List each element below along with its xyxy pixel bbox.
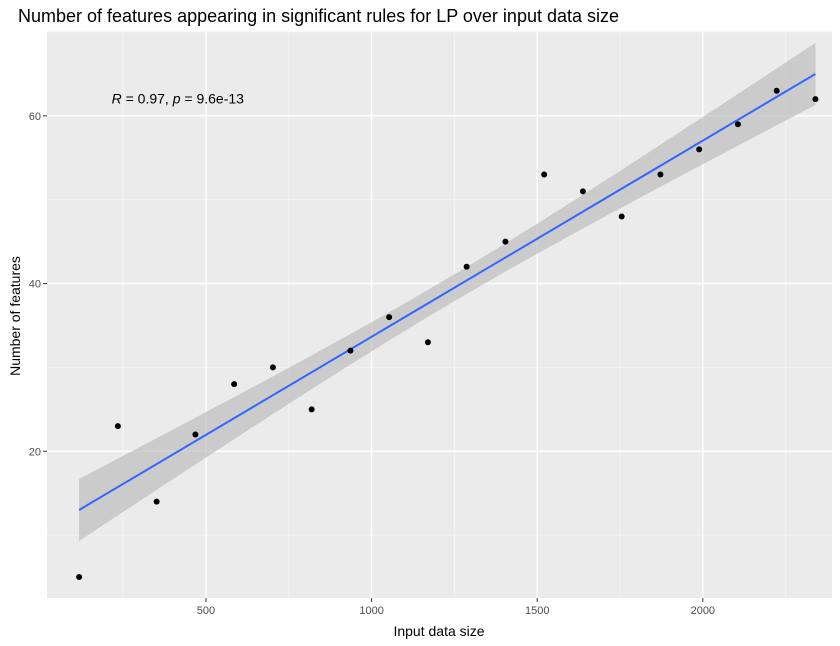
x-axis-title: Input data size (393, 623, 484, 639)
r-symbol: R (112, 90, 122, 106)
data-point (192, 431, 199, 438)
data-points (76, 87, 819, 581)
x-tick-label: 500 (197, 605, 215, 617)
y-axis-title: Number of features (7, 256, 23, 376)
data-point (76, 574, 83, 581)
data-point (463, 263, 470, 270)
p-symbol: p (172, 90, 181, 106)
data-point (734, 121, 741, 128)
data-point (308, 406, 315, 413)
data-point (347, 347, 354, 354)
minor-gridlines (47, 31, 832, 598)
data-point (502, 238, 509, 245)
x-axis: 500 1000 1500 2000 (197, 598, 715, 617)
data-point (386, 314, 393, 321)
r-value: = 0.97, (122, 90, 173, 106)
x-tick-label: 2000 (691, 605, 715, 617)
regression-line (78, 73, 816, 511)
data-point (269, 364, 276, 371)
data-point (114, 423, 121, 430)
data-point (618, 213, 625, 220)
data-point (773, 87, 780, 94)
data-point (579, 188, 586, 195)
chart-title: Number of features appearing in signific… (18, 6, 619, 26)
data-point (541, 171, 548, 178)
data-point (657, 171, 664, 178)
data-point (231, 381, 238, 388)
y-tick-label: 40 (29, 279, 41, 291)
x-tick-label: 1000 (359, 605, 383, 617)
correlation-annotation: R = 0.97, p = 9.6e-13 (112, 90, 245, 106)
data-point (812, 96, 819, 103)
data-point (424, 339, 431, 346)
p-value: = 9.6e-13 (180, 90, 244, 106)
y-axis: 20 40 60 (29, 111, 47, 458)
y-tick-label: 60 (29, 111, 41, 123)
data-point (153, 498, 160, 505)
data-point (696, 146, 703, 153)
x-tick-label: 1500 (525, 605, 549, 617)
y-tick-label: 20 (29, 446, 41, 458)
